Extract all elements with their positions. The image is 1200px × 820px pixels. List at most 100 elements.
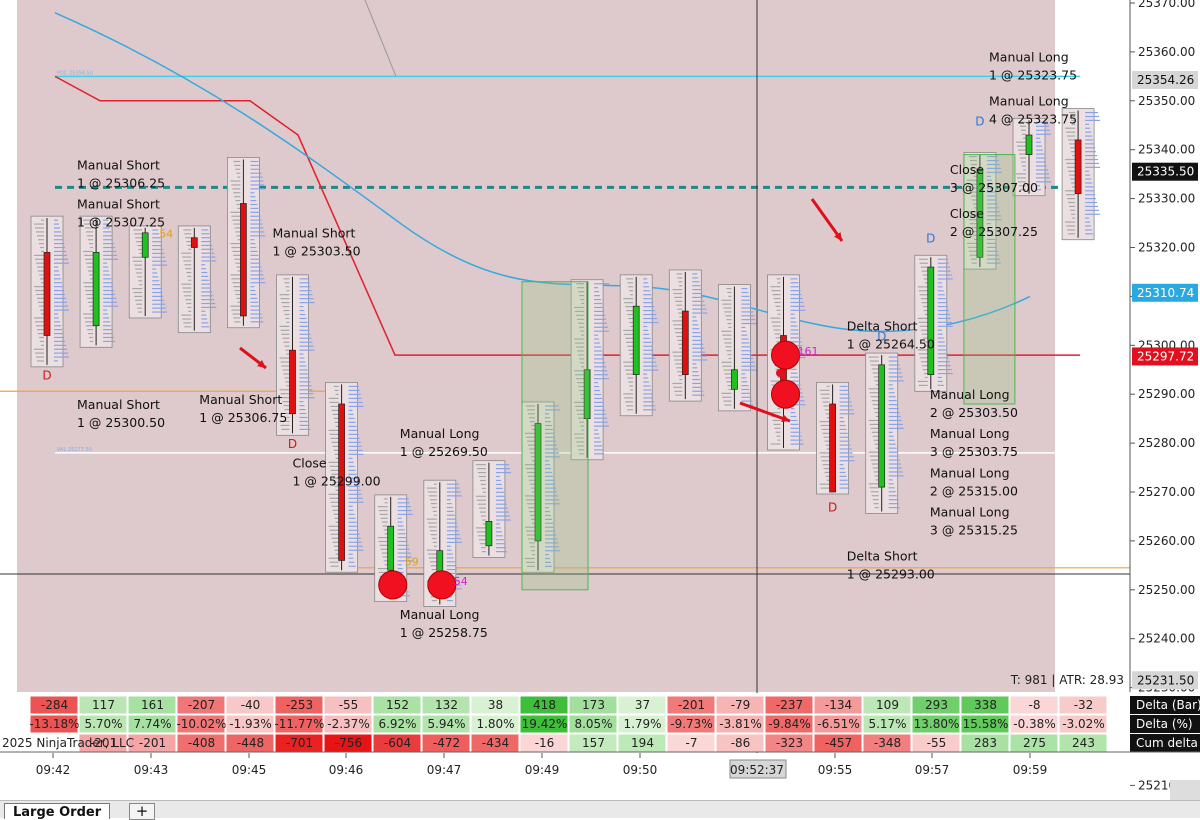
time-tick-label: 09:57 [915, 763, 950, 777]
trade-annotation-label: Manual Long [930, 387, 1010, 402]
delta-cell [666, 714, 716, 734]
trade-annotation-label: Manual Short [77, 196, 160, 211]
d-marker: D [926, 232, 935, 246]
trade-annotation-label: Delta Short [847, 548, 918, 563]
delta-cell-value: 5.70% [84, 717, 122, 731]
row-label-bg [1130, 696, 1200, 714]
trade-annotation-qty: 2 @ 25315.00 [930, 483, 1018, 498]
delta-cell [862, 714, 912, 734]
copyright-text: 2025 NinjaTrader, LLC [2, 736, 134, 750]
delta-cell-value: 1.79% [623, 717, 661, 731]
price-tick-label: 25330.00 [1138, 192, 1195, 206]
price-marker-label: 25335.50 [1137, 165, 1194, 179]
delta-cell-value: -40 [241, 698, 261, 712]
delta-cell-value: 5.17% [868, 717, 906, 731]
delta-cell-value: 152 [386, 698, 409, 712]
delta-cell [29, 695, 79, 715]
delta-cell-value: -434 [482, 736, 509, 750]
delta-cell [78, 714, 128, 734]
trade-annotation-qty: 1 @ 25264.50 [847, 337, 935, 352]
delta-cell [372, 714, 422, 734]
delta-cell [519, 695, 569, 715]
delta-cell-value: -348 [874, 736, 901, 750]
delta-cell-value: -457 [825, 736, 852, 750]
trade-annotation-qty: 2 @ 25307.25 [950, 224, 1038, 239]
time-tick-label: 09:49 [525, 763, 560, 777]
red-arrow-head [257, 359, 266, 368]
row-label: Delta (%) [1136, 717, 1193, 731]
trade-annotation-label: Manual Short [273, 226, 356, 241]
crosshair-time-label: 09:52:37 [730, 763, 784, 777]
session-shade [17, 0, 1055, 692]
delta-cell-value: 338 [974, 698, 997, 712]
red-arrow-head [834, 232, 842, 241]
time-tick-label: 09:46 [329, 763, 364, 777]
delta-cell [862, 695, 912, 715]
delta-cell-value: -16 [535, 736, 555, 750]
horizontal-scroll-handle[interactable] [1170, 780, 1200, 800]
level-label: POC 25354.50 [57, 70, 93, 76]
delta-cell-value: -13.18% [29, 717, 79, 731]
delta-cell-value: -701 [286, 736, 313, 750]
candle-body [534, 423, 542, 542]
delta-cell-value: 283 [974, 736, 997, 750]
delta-cell [617, 714, 667, 734]
delta-cell [960, 695, 1010, 715]
tab-large-order[interactable]: Large Order [4, 803, 111, 819]
red-arrow [739, 401, 791, 423]
trade-annotation-qty: 1 @ 25306.25 [77, 175, 165, 190]
candle-body [92, 252, 100, 327]
time-tick-label: 09:42 [36, 763, 71, 777]
add-tab-button[interactable]: + [129, 803, 155, 820]
candle-body [289, 349, 296, 415]
delta-cell-value: 161 [141, 698, 164, 712]
delta-cell [274, 695, 324, 715]
trade-annotation-label: Close [950, 206, 984, 221]
price-tick-label: 25350.00 [1138, 94, 1195, 108]
trade-annotation-qty: 1 @ 25303.50 [273, 244, 361, 259]
row-label: Cum delta [1136, 736, 1198, 750]
price-axis[interactable] [1130, 0, 1200, 692]
candle-body [43, 252, 51, 336]
d-marker: D [828, 501, 837, 515]
small-label: 59 [405, 555, 419, 568]
row-label-bg [1130, 734, 1200, 752]
price-tick-label: 25280.00 [1138, 436, 1195, 450]
trade-annotation-label: Manual Short [77, 397, 160, 412]
trade-annotation-qty: 1 @ 25323.75 [989, 68, 1077, 83]
candle-body [338, 403, 345, 561]
trade-annotation-qty: 1 @ 25300.50 [77, 415, 165, 430]
delta-cell [421, 695, 471, 715]
delta-cell-value: -323 [776, 736, 803, 750]
price-marker [1132, 347, 1198, 366]
trade-annotation-label: Manual Long [400, 426, 480, 441]
delta-cell [1009, 714, 1059, 734]
price-tick-label: 25250.00 [1138, 583, 1195, 597]
price-marker [1132, 283, 1198, 302]
large-order-circle [771, 379, 800, 409]
red-arrow [810, 198, 844, 242]
delta-cell-value: 132 [435, 698, 458, 712]
candle-body [731, 369, 738, 390]
trade-annotation-qty: 4 @ 25323.75 [989, 112, 1077, 127]
delta-cell [764, 714, 814, 734]
delta-cell [568, 714, 618, 734]
delta-cell-value: -3.81% [719, 717, 761, 731]
time-tick-label: 09:47 [427, 763, 462, 777]
delta-cell [960, 714, 1010, 734]
candle-body [387, 525, 395, 571]
stats-text: T: 981 | ATR: 28.93 [1010, 673, 1124, 687]
delta-cell-value: -134 [825, 698, 852, 712]
highlight-box [963, 154, 1016, 405]
delta-cell [225, 714, 275, 734]
candle-body [681, 310, 689, 375]
delta-cell [274, 714, 324, 734]
row-label-bg [1130, 715, 1200, 733]
time-axis[interactable] [0, 753, 1200, 780]
price-tick-label: 25270.00 [1138, 485, 1195, 499]
small-order-dot [776, 369, 784, 377]
delta-cell [176, 695, 226, 715]
delta-cell [568, 695, 618, 715]
price-tick-label: 25320.00 [1138, 241, 1195, 255]
